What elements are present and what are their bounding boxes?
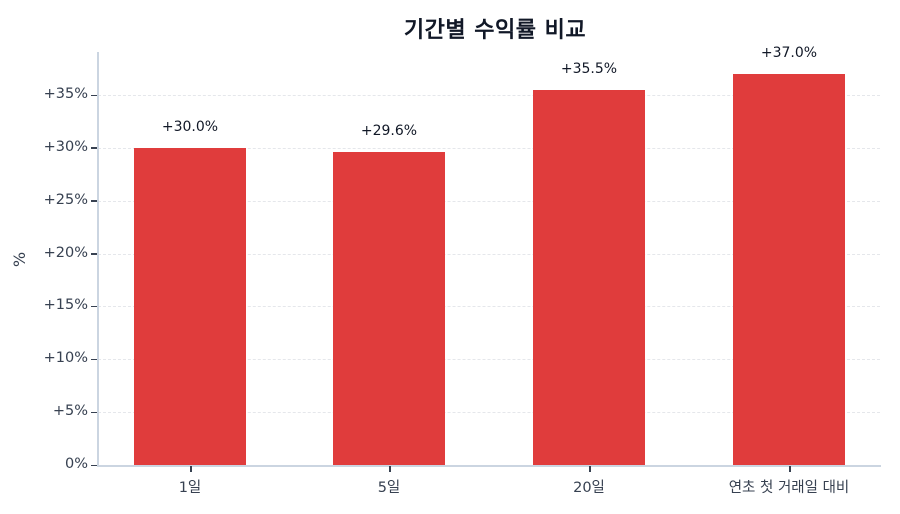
y-tick-mark bbox=[91, 305, 97, 308]
y-tick-label: +30% bbox=[43, 138, 88, 155]
bar-value-label: +37.0% bbox=[760, 44, 818, 61]
x-tick-label: 연초 첫 거래일 대비 bbox=[728, 480, 850, 496]
y-tick-mark bbox=[91, 411, 97, 414]
gridline bbox=[98, 147, 880, 149]
gridline bbox=[98, 200, 880, 202]
y-tick-label: +25% bbox=[43, 191, 88, 208]
y-tick-mark bbox=[91, 358, 97, 361]
y-tick-label: +10% bbox=[43, 350, 88, 367]
x-tick-label: 5일 bbox=[377, 480, 401, 496]
bar bbox=[333, 152, 445, 465]
y-tick-mark bbox=[91, 464, 97, 466]
y-tick-mark bbox=[91, 200, 97, 202]
gridline bbox=[98, 95, 880, 96]
bar bbox=[134, 147, 246, 465]
y-tick-mark bbox=[91, 147, 97, 149]
gridline bbox=[98, 359, 880, 361]
y-tick-label: 0% bbox=[64, 456, 88, 472]
x-tick-mark bbox=[589, 466, 591, 472]
y-tick-label: +20% bbox=[43, 244, 88, 261]
bar-value-label: +30.0% bbox=[161, 118, 219, 135]
y-axis-line bbox=[97, 52, 99, 466]
gridline bbox=[98, 253, 880, 255]
x-axis-line bbox=[97, 465, 881, 467]
bar-value-label: +29.6% bbox=[360, 123, 418, 140]
x-tick-mark bbox=[190, 466, 192, 472]
bar bbox=[733, 73, 845, 465]
x-tick-mark bbox=[789, 466, 791, 472]
x-tick-mark bbox=[389, 466, 391, 472]
y-tick-mark bbox=[91, 94, 97, 96]
x-tick-label: 1일 bbox=[178, 480, 202, 496]
y-tick-label: +15% bbox=[43, 297, 88, 314]
y-axis-label: % bbox=[10, 251, 30, 268]
y-tick-label: +5% bbox=[52, 403, 88, 420]
bar-value-label: +35.5% bbox=[560, 60, 618, 77]
y-tick-label: +35% bbox=[43, 86, 88, 102]
gridline bbox=[98, 306, 880, 308]
x-tick-label: 20일 bbox=[573, 480, 605, 496]
y-tick-mark bbox=[91, 253, 97, 255]
bar bbox=[533, 89, 645, 465]
chart-title: 기간별 수익률 비교 bbox=[403, 18, 587, 43]
gridline bbox=[98, 412, 880, 414]
